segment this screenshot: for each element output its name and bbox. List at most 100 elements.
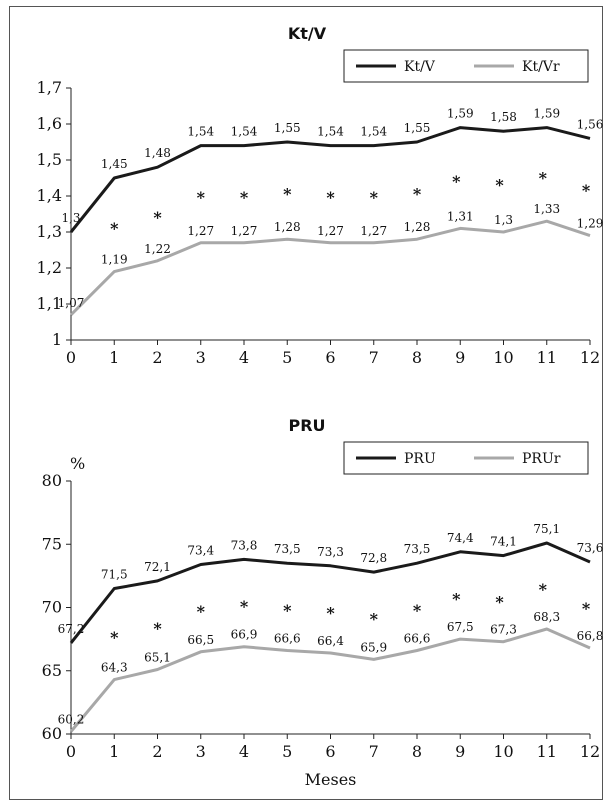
significance-star: * [582,181,591,200]
data-label-series-0: 1,59 [447,107,474,121]
significance-star: * [326,188,335,207]
chart-ktv: Kt/V11,11,21,31,41,51,61,70 1 2 3 4 5 6 7 8 9 10 11… [37,24,604,367]
x-tick-label: 4 [239,742,249,761]
data-label-series-1: 66,8 [577,629,604,643]
significance-star: * [370,610,379,629]
chart-title: PRU [288,416,325,435]
y-tick-label: 1,3 [37,222,62,241]
significance-star: * [153,619,162,638]
x-tick-label: 0 [66,348,76,367]
data-label-series-1: 1,31 [447,209,474,223]
y-tick-label: 1,7 [37,78,62,97]
data-label-series-0: 1,58 [490,110,517,124]
significance-star: * [110,628,119,647]
significance-star: * [413,185,422,204]
data-label-series-0: 1,54 [187,125,214,139]
x-tick-label: 11 [537,742,557,761]
x-tick-label: 9 [455,742,465,761]
data-label-series-0: 1,3 [61,211,80,225]
data-label-series-0: 1,54 [317,125,344,139]
data-label-series-1: 66,9 [231,628,258,642]
legend: PRU PRUr [343,441,589,475]
figure-frame: Kt/V 1 1,1 1,2 1,3 1,4 1,5 1,6 1,7 0 1 2 3 4 5 6 7 8 9 10 11… [9,6,603,800]
significance-star: * [283,601,292,620]
data-label-series-1: 1,27 [360,224,387,238]
data-label-series-1: 1,29 [577,217,604,231]
significance-star: * [240,597,249,616]
data-label-series-0: 1,55 [404,121,431,135]
x-tick-label: 8 [412,348,422,367]
data-label-series-0: 73,6 [577,541,604,555]
data-label-series-1: 1,27 [317,224,344,238]
data-label-series-0: 67,2 [58,622,85,636]
y-tick-label: 65 [42,661,62,680]
significance-star: * [495,176,504,195]
y-tick-label: 1,6 [37,114,62,133]
data-label-series-0: 75,1 [533,522,560,536]
data-label-series-1: 1,33 [533,202,560,216]
significance-star: * [240,188,249,207]
data-label-series-0: 73,5 [404,542,431,556]
data-label-series-1: 1,27 [231,224,258,238]
y-tick-label: 1,2 [37,258,62,277]
y-tick-label: 80 [42,471,62,490]
x-tick-label: 9 [455,348,465,367]
significance-star: * [197,188,206,207]
data-label-series-1: 1,28 [404,220,431,234]
legend-label-1: PRUr [522,451,561,467]
x-tick-label: 3 [196,742,206,761]
legend-label-1: Kt/Vr [522,59,560,75]
y-tick-label: 1,1 [37,294,62,313]
data-label-series-0: 1,55 [274,121,301,135]
x-axis-label: Meses [305,770,357,789]
data-label-series-1: 1,27 [187,224,214,238]
x-tick-label: 11 [537,348,557,367]
legend: Kt/V Kt/Vr [343,49,589,83]
data-label-series-1: 67,5 [447,620,474,634]
x-tick-label: 12 [580,348,600,367]
data-label-series-0: 1,54 [360,125,387,139]
data-label-series-0: 1,45 [101,157,128,171]
data-label-series-0: 1,59 [533,107,560,121]
y-tick-label: 1,4 [37,186,62,205]
legend-label-0: PRU [404,451,436,467]
data-label-series-0: 1,54 [231,125,258,139]
x-tick-label: 1 [109,348,119,367]
data-label-series-0: 74,1 [490,535,517,549]
data-label-series-0: 71,5 [101,568,128,582]
data-label-series-0: 1,48 [144,146,171,160]
data-label-series-1: 66,4 [317,634,344,648]
data-label-series-0: 1,56 [577,117,604,131]
series-line-0 [69,126,591,233]
data-label-series-1: 1,28 [274,220,301,234]
significance-star: * [153,208,162,227]
significance-star: * [326,603,335,622]
significance-star: * [283,185,292,204]
x-tick-label: 8 [412,742,422,761]
data-label-series-1: 64,3 [101,661,128,675]
data-label-series-0: 73,5 [274,542,301,556]
significance-star: * [110,219,119,238]
data-label-series-0: 74,4 [447,531,474,545]
x-tick-label: 2 [152,348,162,367]
significance-star: * [413,601,422,620]
x-tick-label: 4 [239,348,249,367]
x-tick-label: 7 [369,742,379,761]
x-tick-label: 1 [109,742,119,761]
x-tick-label: 0 [66,742,76,761]
significance-star: * [582,599,591,618]
data-label-series-1: 66,6 [274,632,301,646]
x-tick-label: 10 [493,742,513,761]
y-tick-label: 1,5 [37,150,62,169]
series-line-0 [69,541,591,644]
data-label-series-1: 1,22 [144,242,171,256]
y-tick-label: 1 [52,330,62,349]
x-tick-label: 6 [325,348,335,367]
data-label-series-0: 73,8 [231,538,258,552]
data-label-series-1: 1,07 [58,296,85,310]
significance-star: * [197,602,206,621]
x-tick-label: 7 [369,348,379,367]
series-line-1 [69,627,591,733]
x-tick-label: 5 [282,742,292,761]
